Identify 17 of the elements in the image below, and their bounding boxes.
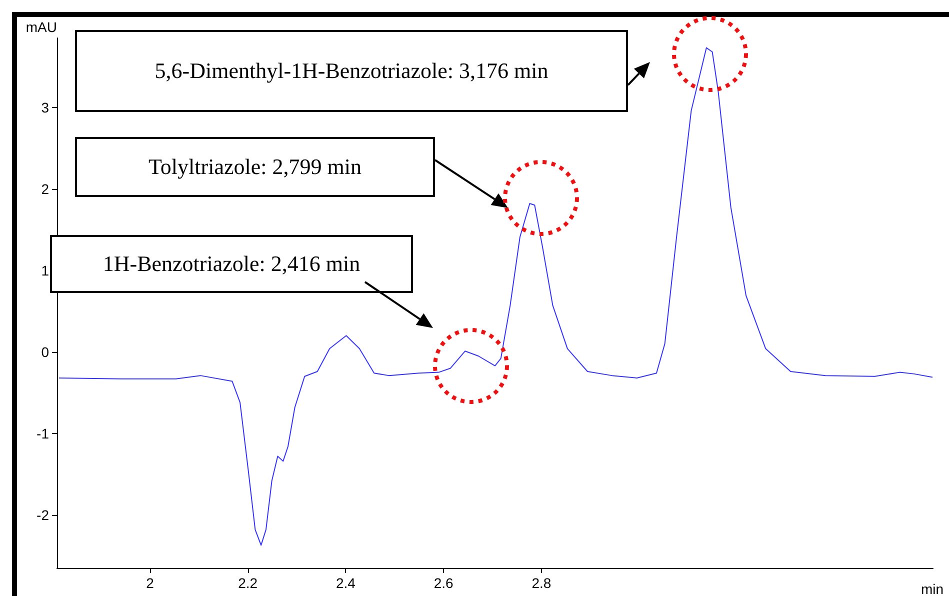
y-tick-label: -2 bbox=[36, 507, 50, 523]
x-tick-label: 2 bbox=[146, 575, 154, 591]
text-box: 5,6-Dimenthyl-1H-Benzotriazole: 3,176 min bbox=[75, 30, 628, 112]
y-tick-label: -1 bbox=[36, 425, 50, 442]
line-series bbox=[58, 47, 934, 546]
y-tick-label: 0 bbox=[41, 344, 50, 360]
y-tick-label: 3 bbox=[41, 99, 50, 116]
text-box: Tolyltriazole: 2,799 min bbox=[75, 137, 435, 197]
y-tick-label: 2 bbox=[41, 180, 50, 197]
text-box: 1H-Benzotriazole: 2,416 min bbox=[50, 235, 413, 293]
y-axis-title: mAU bbox=[26, 19, 57, 35]
y-tick-label: 1 bbox=[41, 262, 50, 278]
x-tick-label: 2.2 bbox=[238, 575, 258, 591]
x-tick-label: 2.4 bbox=[336, 575, 356, 591]
x-axis-title: min bbox=[921, 581, 944, 596]
x-tick-label: 2.6 bbox=[434, 575, 454, 591]
x-tick-label: 2.8 bbox=[532, 575, 552, 591]
